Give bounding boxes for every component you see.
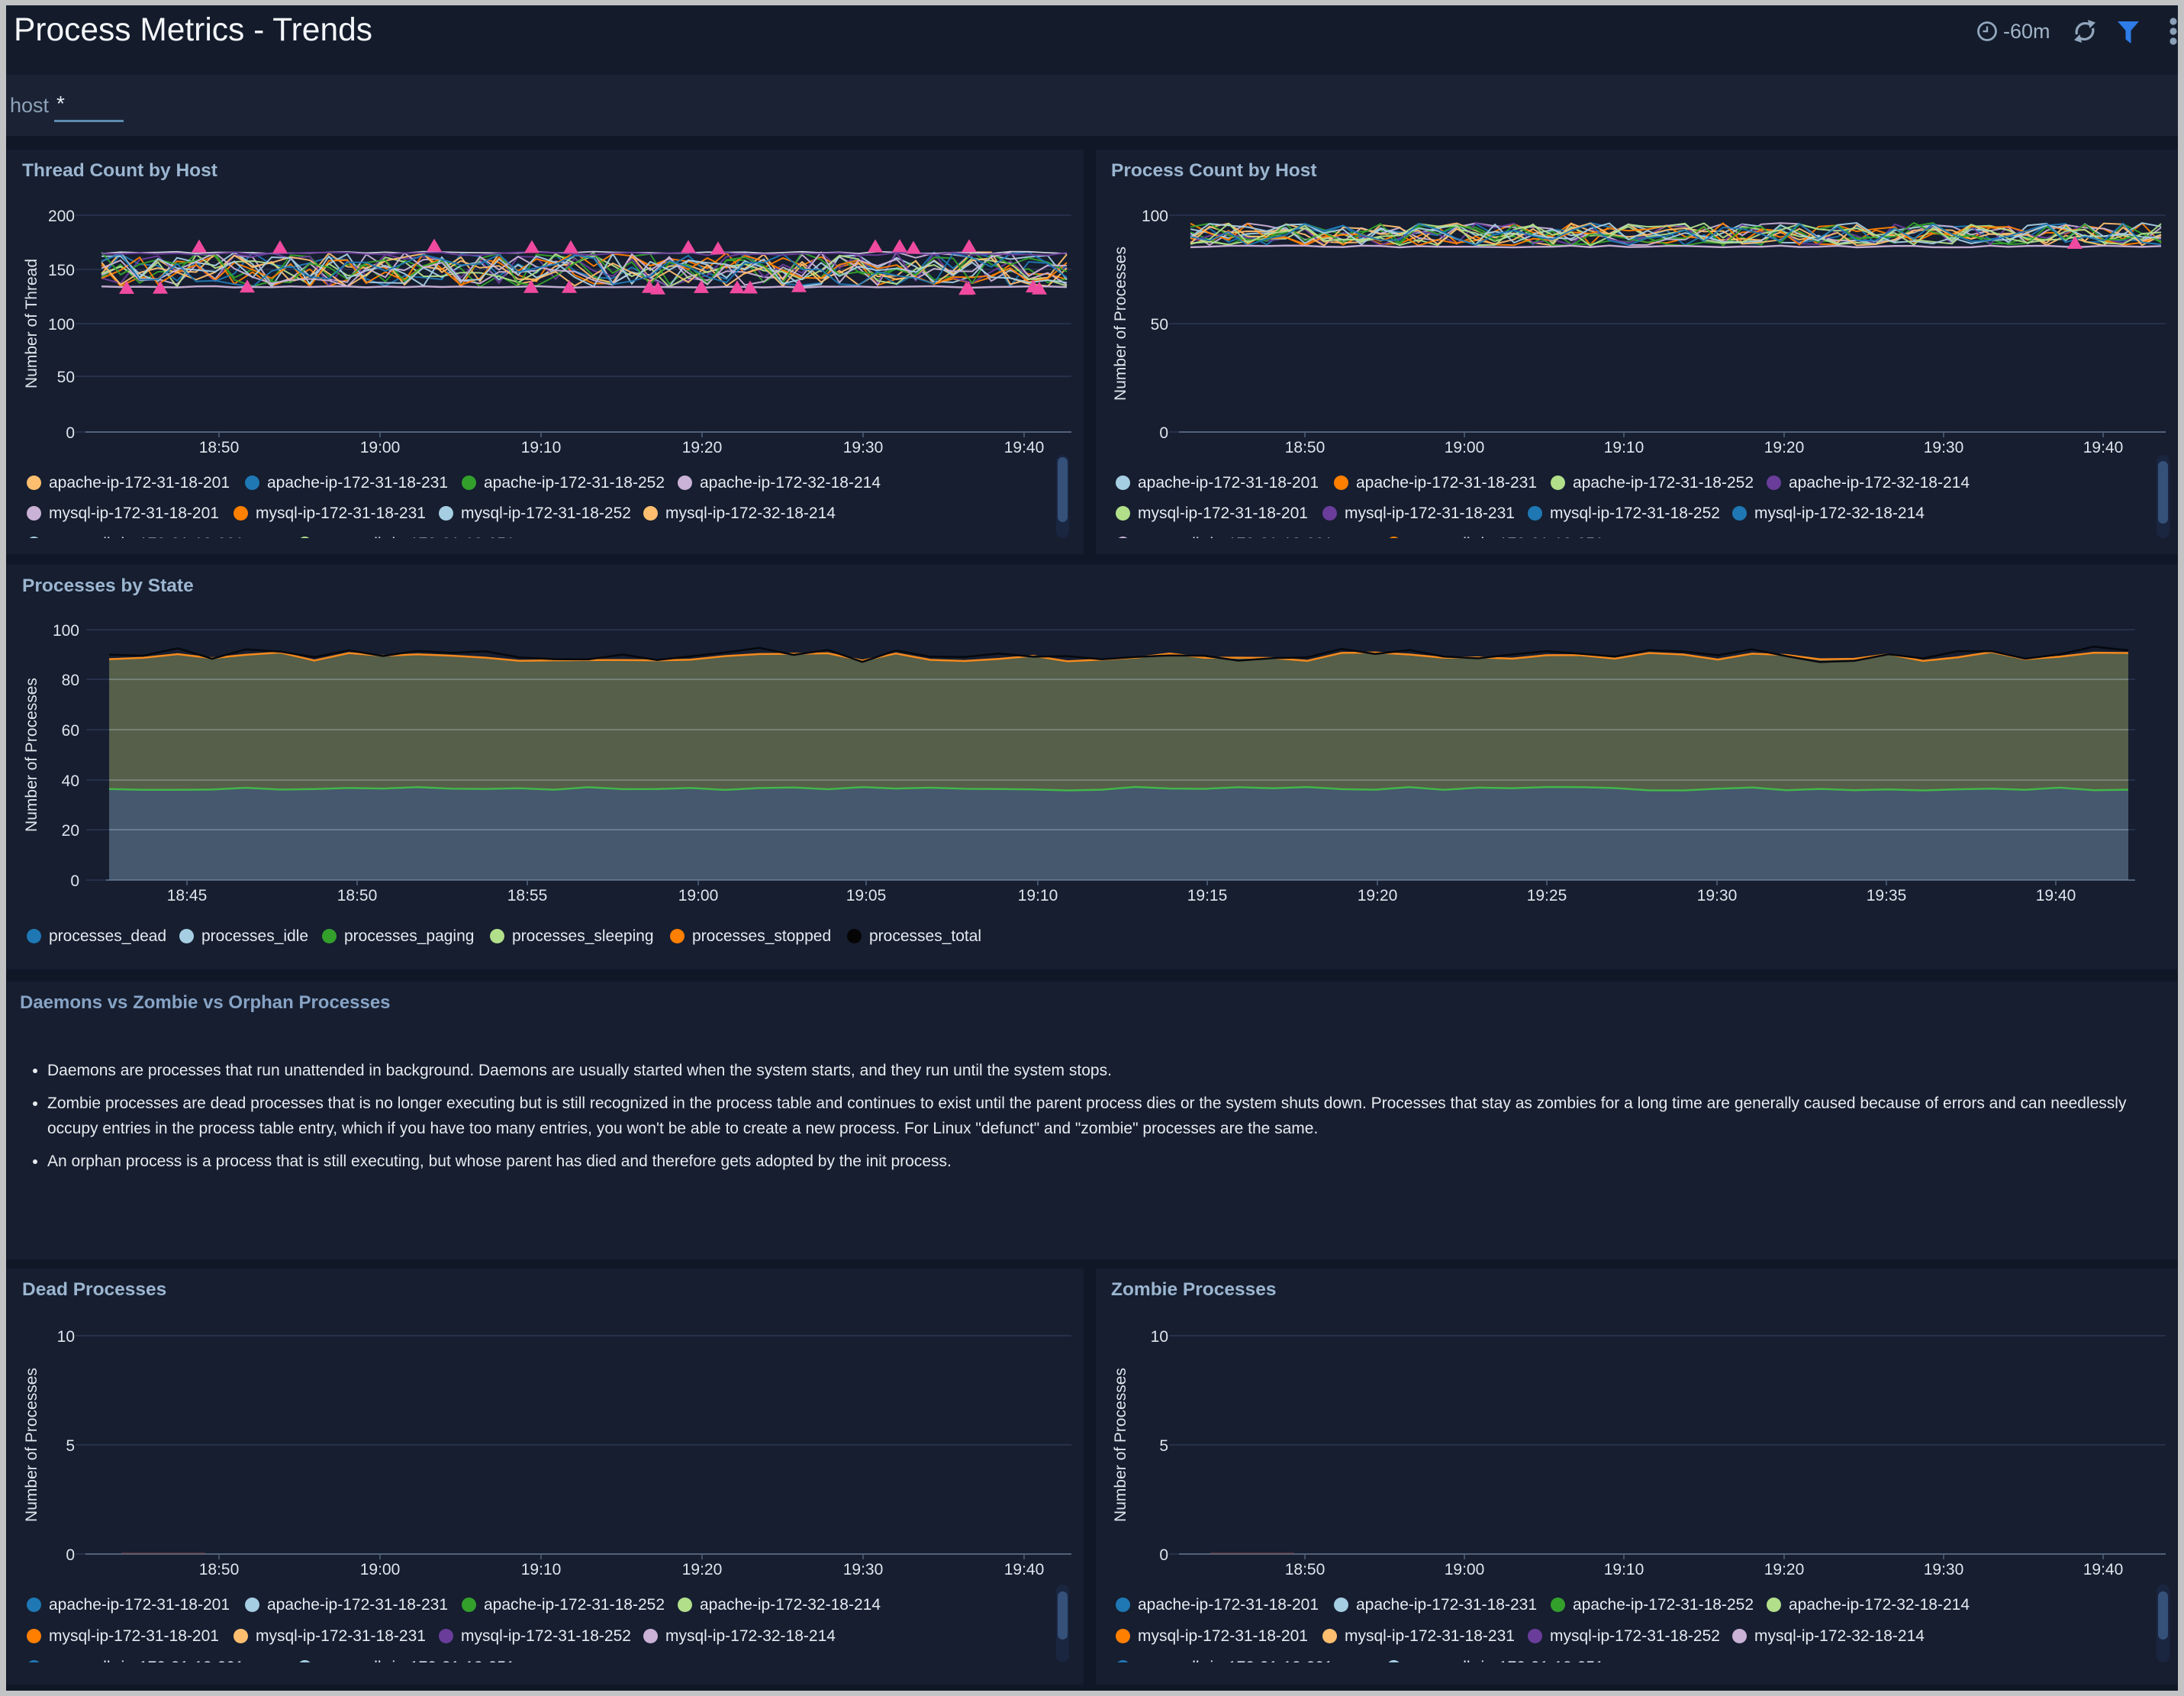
- svg-text:0: 0: [1159, 1546, 1168, 1564]
- svg-text:19:10: 19:10: [521, 439, 562, 456]
- svg-text:19:05: 19:05: [846, 887, 887, 904]
- svg-text:100: 100: [53, 622, 79, 640]
- svg-text:100: 100: [48, 316, 75, 334]
- svg-text:20: 20: [62, 822, 79, 840]
- svg-text:Number of Processes: Number of Processes: [23, 678, 40, 832]
- svg-text:Number of Processes: Number of Processes: [1112, 247, 1129, 401]
- svg-text:50: 50: [1151, 316, 1168, 334]
- svg-text:19:00: 19:00: [1445, 439, 1485, 456]
- svg-text:19:10: 19:10: [1604, 439, 1644, 456]
- svg-text:19:40: 19:40: [1004, 439, 1045, 456]
- svg-text:19:20: 19:20: [682, 1561, 723, 1578]
- svg-text:0: 0: [1159, 424, 1168, 442]
- svg-text:19:30: 19:30: [843, 1561, 884, 1578]
- svg-text:19:25: 19:25: [1527, 887, 1567, 904]
- svg-text:50: 50: [57, 369, 75, 386]
- svg-text:0: 0: [66, 424, 75, 442]
- svg-text:19:40: 19:40: [1004, 1561, 1045, 1578]
- svg-text:19:35: 19:35: [1867, 887, 1907, 904]
- svg-text:5: 5: [66, 1437, 75, 1455]
- svg-text:19:20: 19:20: [1358, 887, 1398, 904]
- svg-text:19:00: 19:00: [360, 1561, 401, 1578]
- svg-text:18:50: 18:50: [1285, 439, 1326, 456]
- svg-text:100: 100: [1142, 208, 1168, 225]
- svg-text:19:20: 19:20: [682, 439, 723, 456]
- svg-text:19:15: 19:15: [1187, 887, 1228, 904]
- svg-text:0: 0: [66, 1546, 75, 1564]
- svg-text:19:30: 19:30: [843, 439, 884, 456]
- svg-text:Number of Processes: Number of Processes: [23, 1368, 40, 1522]
- svg-text:19:10: 19:10: [521, 1561, 562, 1578]
- svg-text:19:00: 19:00: [678, 887, 719, 904]
- svg-text:18:55: 18:55: [507, 887, 548, 904]
- svg-text:-60m: -60m: [2003, 20, 2050, 43]
- svg-text:10: 10: [57, 1328, 75, 1346]
- svg-text:60: 60: [62, 722, 79, 740]
- svg-text:18:50: 18:50: [1285, 1561, 1326, 1578]
- svg-text:Number of Thread: Number of Thread: [23, 259, 40, 389]
- svg-text:80: 80: [62, 672, 79, 689]
- svg-text:150: 150: [48, 262, 75, 279]
- svg-text:0: 0: [70, 872, 79, 890]
- svg-text:Number of Processes: Number of Processes: [1112, 1368, 1129, 1522]
- svg-text:19:40: 19:40: [2083, 439, 2124, 456]
- svg-text:19:20: 19:20: [1764, 439, 1805, 456]
- svg-text:10: 10: [1151, 1328, 1168, 1346]
- svg-text:19:30: 19:30: [1924, 1561, 1964, 1578]
- svg-text:19:30: 19:30: [1924, 439, 1964, 456]
- svg-text:19:00: 19:00: [1445, 1561, 1485, 1578]
- svg-text:18:45: 18:45: [167, 887, 208, 904]
- svg-text:40: 40: [62, 772, 79, 790]
- svg-text:200: 200: [48, 208, 75, 225]
- svg-text:18:50: 18:50: [199, 1561, 240, 1578]
- svg-text:19:10: 19:10: [1018, 887, 1058, 904]
- svg-text:19:00: 19:00: [360, 439, 401, 456]
- svg-text:18:50: 18:50: [337, 887, 378, 904]
- svg-text:19:30: 19:30: [1697, 887, 1738, 904]
- svg-text:5: 5: [1159, 1437, 1168, 1455]
- svg-text:18:50: 18:50: [199, 439, 240, 456]
- svg-text:19:40: 19:40: [2083, 1561, 2124, 1578]
- svg-text:19:10: 19:10: [1604, 1561, 1644, 1578]
- svg-text:19:20: 19:20: [1764, 1561, 1805, 1578]
- svg-text:19:40: 19:40: [2036, 887, 2076, 904]
